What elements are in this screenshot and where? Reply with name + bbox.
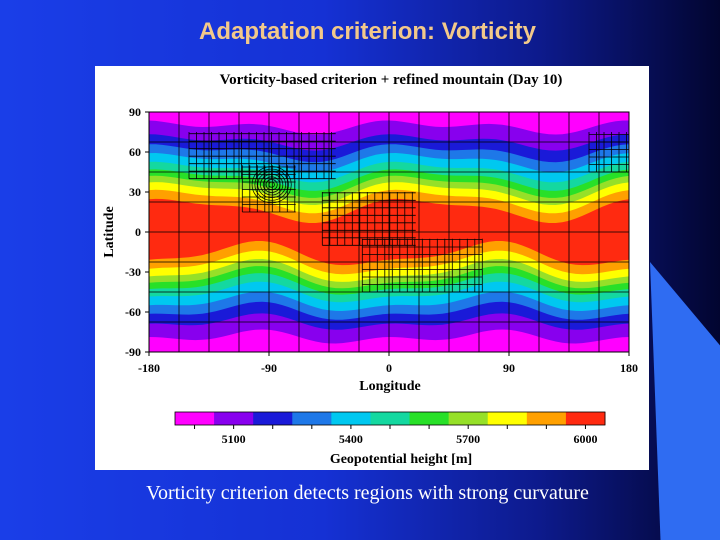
colorbar	[174, 411, 606, 426]
colorbar-swatch-5700	[448, 412, 489, 425]
vortex-ring	[268, 181, 275, 188]
colorbar-swatch-5900	[526, 412, 567, 425]
colorbar-swatch-5800	[487, 412, 528, 425]
y-tick-label: -30	[125, 265, 141, 279]
x-tick-label: -90	[261, 361, 277, 375]
colorbar-tick-label: 5100	[222, 432, 246, 446]
colorbar-swatch-5400	[331, 412, 371, 425]
refined-grid-southern-lobe	[361, 238, 483, 293]
colorbar-ticks: 5100 5400 5700 6000	[194, 425, 597, 446]
vortex-ring	[254, 168, 289, 201]
y-tick-label: 0	[135, 225, 141, 239]
y-axis-ticks: 90 60 30 0 -30 -60 -90	[125, 105, 149, 359]
vortex-ring	[251, 166, 292, 204]
figure-panel: Vorticity-based criterion + refined moun…	[95, 66, 649, 470]
x-axis-label: Longitude	[359, 379, 420, 394]
refined-grid-northeast-patch	[588, 132, 629, 173]
colorbar-swatch-5200	[253, 412, 293, 425]
x-tick-label: 0	[386, 361, 392, 375]
x-axis-ticks: -180 -90 0 90 180	[138, 352, 638, 375]
y-tick-label: -60	[125, 305, 141, 319]
y-tick-label: 30	[129, 185, 141, 199]
colorbar-swatch-6000	[565, 412, 606, 425]
vortex-rings	[251, 166, 292, 204]
chart-title: Vorticity-based criterion + refined moun…	[220, 72, 563, 88]
y-tick-label: -90	[125, 345, 141, 359]
refined-grid-central-refinement	[321, 192, 416, 246]
colorbar-label: Geopotential height [m]	[330, 452, 472, 467]
vortex-ring	[257, 171, 287, 199]
vortex-ring	[265, 179, 278, 191]
colorbar-tick-label: 5400	[339, 432, 363, 446]
slide-title: Adaptation criterion: Vorticity	[199, 18, 536, 45]
y-tick-label: 90	[129, 105, 141, 119]
refined-grid-northern-trough	[188, 132, 336, 180]
colorbar-swatch-5000	[175, 412, 215, 425]
colorbar-tick-label: 6000	[573, 432, 597, 446]
vortex-ring	[260, 173, 284, 196]
colorbar-swatch-5100	[214, 412, 254, 425]
colorbar-tick-label: 5700	[456, 432, 480, 446]
vortex-ring	[262, 176, 281, 193]
y-tick-label: 60	[129, 145, 141, 159]
colorbar-swatch-5300	[292, 412, 332, 425]
x-tick-label: 180	[620, 361, 638, 375]
colorbar-swatch-5600	[409, 412, 450, 425]
x-tick-label: 90	[503, 361, 515, 375]
slide-caption: Vorticity criterion detects regions with…	[146, 482, 589, 504]
colorbar-swatch-5500	[370, 412, 411, 425]
vorticity-chart: Vorticity-based criterion + refined moun…	[102, 72, 638, 467]
x-tick-label: -180	[138, 361, 160, 375]
y-axis-label: Latitude	[102, 206, 117, 257]
